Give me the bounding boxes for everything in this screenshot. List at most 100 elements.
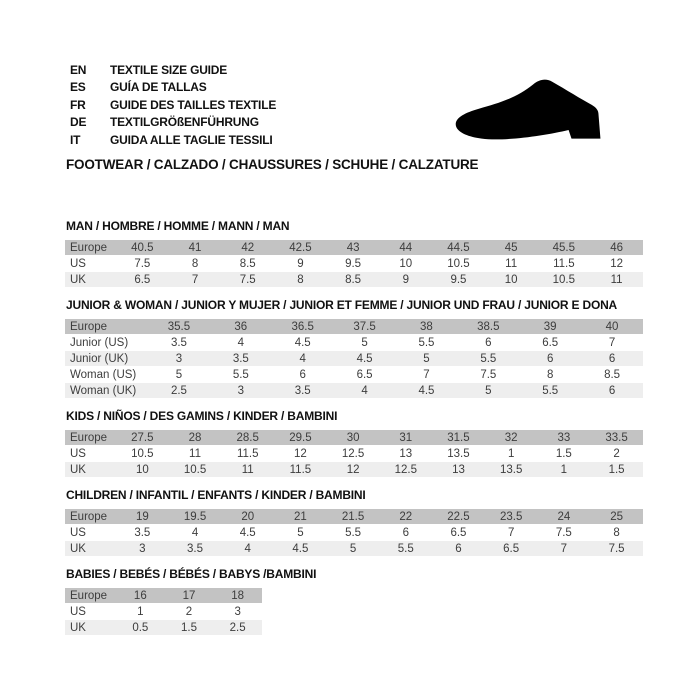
- row-label: Woman (UK): [65, 383, 148, 398]
- section-title: BABIES / BEBÉS / BÉBÉS / BABYS /BAMBINI: [66, 567, 317, 581]
- table-row: Woman (UK) 2.5 3 3.5 4 4.5 5 5.5 6: [65, 383, 643, 398]
- size-cell: 42.5: [274, 240, 327, 255]
- language-label: TEXTILE SIZE GUIDE: [110, 63, 228, 77]
- size-cell: 35.5: [148, 319, 210, 334]
- size-cell: 32: [484, 430, 538, 445]
- size-cell: 45: [484, 240, 538, 255]
- size-table-babies: Europe 16 17 18 US 1 2 3 UK 0.5 1.5 2.5: [65, 587, 262, 636]
- size-table-children: Europe 19 19.5 20 21 21.5 22 22.5 23.5 24 25 US 3.5 4…: [65, 508, 643, 557]
- table-row: US 10.5 11 11.5 12 12.5 13 13.5 1 1.5 2: [65, 446, 643, 461]
- size-cell: 6: [485, 336, 492, 349]
- size-cell: 4.5: [395, 383, 458, 398]
- size-cell: 5: [297, 526, 304, 539]
- section-title: KIDS / NIÑOS / DES GAMINS / KINDER / BAM…: [66, 409, 338, 423]
- shoe-icon: [455, 79, 601, 140]
- language-row: ES GUÍA DE TALLAS: [70, 79, 276, 96]
- size-cell: 5: [361, 336, 368, 349]
- size-cell: 6.5: [116, 272, 169, 287]
- size-cell: 2: [613, 447, 620, 460]
- footwear-heading: FOOTWEAR / CALZADO / CHAUSSURES / SCHUHE…: [66, 157, 479, 172]
- size-cell: 4: [191, 526, 199, 539]
- table-row: US 1 2 3: [65, 604, 262, 619]
- section-kids: KIDS / NIÑOS / DES GAMINS / KINDER / BAM…: [65, 410, 645, 478]
- row-label: Woman (US): [70, 368, 137, 381]
- row-label: Junior (UK): [65, 351, 148, 366]
- table-row: Woman (US) 5 5.5 6 6.5 7 7.5 8 8.5: [65, 367, 643, 382]
- size-cell: 1: [137, 605, 144, 618]
- size-cell: 0.5: [116, 620, 165, 635]
- row-label: Europe: [65, 240, 116, 255]
- size-cell: 7.5: [590, 541, 643, 556]
- size-cell: 31.5: [432, 430, 485, 445]
- size-cell: 7: [168, 272, 222, 287]
- size-cell: 5: [395, 351, 458, 366]
- size-cell: 11: [189, 447, 201, 460]
- size-cell: 6: [299, 368, 306, 381]
- size-cell: 31: [379, 430, 433, 445]
- size-cell: 9: [379, 272, 433, 287]
- size-cell: 3: [116, 541, 169, 556]
- size-cell: 1: [537, 462, 591, 477]
- language-code: FR: [70, 97, 86, 112]
- size-cell: 12: [326, 462, 380, 477]
- size-cell: 13: [399, 447, 413, 460]
- size-cell: 8: [191, 257, 199, 270]
- size-cell: 45.5: [537, 240, 591, 255]
- size-cell: 13.5: [447, 447, 470, 460]
- size-cell: 1: [507, 447, 515, 460]
- size-cell: 10: [116, 462, 169, 477]
- size-cell: 29.5: [274, 430, 327, 445]
- size-cell: 3: [234, 605, 241, 618]
- size-cell: 8: [274, 272, 327, 287]
- language-label: GUIDA ALLE TAGLIE TESSILI: [110, 132, 273, 147]
- size-cell: 10.5: [447, 257, 470, 270]
- size-cell: 7: [537, 541, 591, 556]
- size-cell: 44.5: [432, 240, 485, 255]
- size-cell: 4.5: [274, 541, 327, 556]
- section-title: CHILDREN / INFANTIL / ENFANTS / KINDER /…: [66, 488, 366, 502]
- size-cell: 4.5: [294, 336, 311, 349]
- size-cell: 36: [209, 319, 272, 334]
- table-row: UK 10 10.5 11 11.5 12 12.5 13 13.5 1 1.5: [65, 462, 643, 477]
- row-label: Europe: [65, 588, 116, 603]
- size-cell: 4.5: [239, 526, 256, 539]
- size-cell: 5.5: [418, 336, 435, 349]
- table-row: UK 6.5 7 7.5 8 8.5 9 9.5 10 10.5 11: [65, 272, 643, 287]
- size-cell: 10.5: [168, 462, 222, 477]
- size-cell: 36.5: [271, 319, 334, 334]
- size-cell: 3.5: [271, 383, 334, 398]
- size-table-man: Europe 40.5 41 42 42.5 43 44 44.5 45 45.5 46 US 7.5 8…: [65, 239, 643, 288]
- size-cell: 12: [610, 257, 623, 270]
- size-cell: 19.5: [168, 509, 222, 524]
- size-cell: 1.5: [590, 462, 643, 477]
- language-code: IT: [70, 132, 81, 147]
- size-cell: 6.5: [484, 541, 538, 556]
- size-cell: 46: [590, 240, 643, 255]
- language-code: DE: [70, 115, 87, 130]
- table-row: Europe 35.5 36 36.5 37.5 38 38.5 39 40: [65, 319, 643, 334]
- size-cell: 4: [221, 541, 275, 556]
- size-cell: 4: [271, 351, 334, 366]
- size-cell: 7.5: [221, 272, 275, 287]
- section-junior-woman: JUNIOR & WOMAN / JUNIOR Y MUJER / JUNIOR…: [65, 299, 645, 399]
- size-table-kids: Europe 27.5 28 28.5 29.5 30 31 31.5 32 33 33.5 US 10…: [65, 429, 643, 478]
- size-table-junior-woman: Europe 35.5 36 36.5 37.5 38 38.5 39 40 Junior (US…: [65, 318, 643, 399]
- size-cell: 6: [402, 526, 409, 539]
- size-sections: MAN / HOMBRE / HOMME / MANN / MAN Europe…: [65, 220, 645, 647]
- row-label: US: [70, 257, 86, 270]
- size-cell: 8.5: [604, 368, 621, 381]
- table-row: US 3.5 4 4.5 5 5.5 6 6.5 7 7.5 8: [65, 525, 643, 540]
- size-cell: 12.5: [379, 462, 433, 477]
- table-row: UK 0.5 1.5 2.5: [65, 620, 262, 635]
- size-cell: 40: [581, 319, 643, 334]
- row-label: Europe: [65, 319, 148, 334]
- row-label: US: [70, 605, 86, 618]
- size-cell: 30: [326, 430, 380, 445]
- language-row: IT GUIDA ALLE TAGLIE TESSILI: [70, 132, 276, 149]
- table-row: Junior (UK) 3 3.5 4 4.5 5 5.5 6 6: [65, 351, 643, 366]
- size-cell: 24: [537, 509, 591, 524]
- size-cell: 38.5: [457, 319, 520, 334]
- table-row: Europe 19 19.5 20 21 21.5 22 22.5 23.5 24 25: [65, 509, 643, 524]
- size-cell: 6: [432, 541, 485, 556]
- size-cell: 11.5: [236, 447, 259, 460]
